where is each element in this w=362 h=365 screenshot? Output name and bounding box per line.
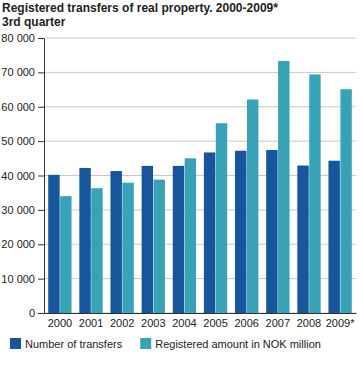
legend: Number of transfers Registered amount in … <box>10 338 321 350</box>
bar <box>340 89 351 313</box>
bar <box>247 100 258 313</box>
tick-label: 80 000 <box>1 32 35 44</box>
tick: 2005 <box>203 313 227 329</box>
legend-item: Registered amount in NOK million <box>140 338 321 350</box>
bar <box>60 196 71 313</box>
legend-label: Registered amount in NOK million <box>155 338 321 350</box>
tick: 40 000 <box>1 170 44 182</box>
grid-line <box>44 175 356 176</box>
legend-label: Number of transfers <box>25 338 123 350</box>
bar <box>266 150 277 313</box>
tick-label: 2003 <box>141 317 165 329</box>
tick: 10 000 <box>1 273 44 285</box>
tick-label: 2006 <box>234 317 258 329</box>
grid-line <box>44 72 356 73</box>
tick-label: 30 000 <box>1 204 35 216</box>
tick: 2002 <box>110 313 134 329</box>
tick: 80 000 <box>1 32 44 44</box>
plot: 0 10 000 20 000 30 000 40 000 50 000 60 000 70 … <box>1 32 356 329</box>
bar <box>48 175 59 313</box>
bar <box>122 183 133 313</box>
tick-label: 20 000 <box>1 238 35 250</box>
bar <box>142 166 153 313</box>
bar <box>110 171 121 313</box>
bar <box>204 152 215 313</box>
bar <box>216 123 227 313</box>
tick: 50 000 <box>1 135 44 147</box>
tick-mark <box>38 107 44 108</box>
tick: 2007 <box>266 313 290 329</box>
chart: Registered transfers of real property. 2… <box>0 0 362 365</box>
bar <box>173 166 184 313</box>
bar <box>235 151 246 313</box>
tick: 30 000 <box>1 204 44 216</box>
tick: 2000 <box>48 313 72 329</box>
tick-label: 10 000 <box>1 273 35 285</box>
grid-line <box>44 106 356 107</box>
tick-mark <box>38 313 44 314</box>
tick-label: 60 000 <box>1 101 35 113</box>
tick-mark <box>38 176 44 177</box>
legend-swatch <box>10 338 21 349</box>
series <box>60 61 352 313</box>
tick-label: 40 000 <box>1 170 35 182</box>
tick: 60 000 <box>1 101 44 113</box>
grid <box>44 38 356 313</box>
bar <box>278 61 289 313</box>
axis-line <box>45 313 357 314</box>
tick-label: 2008 <box>297 317 321 329</box>
tick-label: 0 <box>29 307 35 319</box>
tick-label: 2009* <box>326 317 355 329</box>
tick-label: 2002 <box>110 317 134 329</box>
legend-item: Number of transfers <box>10 338 123 350</box>
grid-line <box>44 209 356 210</box>
tick: 20 000 <box>1 238 44 250</box>
tick-mark <box>38 38 44 39</box>
bars <box>48 61 352 313</box>
subtitle: 3rd quarter <box>2 15 66 29</box>
tick-label: 2005 <box>203 317 227 329</box>
bar <box>79 168 90 313</box>
tick-label: 2001 <box>79 317 103 329</box>
grid-line <box>44 38 356 39</box>
tick: 2009* <box>326 313 355 329</box>
bar <box>154 180 165 313</box>
title: Registered transfers of real property. 2… <box>2 1 278 15</box>
tick-label: 2000 <box>48 317 72 329</box>
bar <box>309 74 320 313</box>
series <box>48 150 340 313</box>
tick-label: 50 000 <box>1 135 35 147</box>
axis-line <box>44 39 45 314</box>
tick-mark <box>38 141 44 142</box>
tick: 2006 <box>234 313 258 329</box>
grid-line <box>44 141 356 142</box>
tick-mark <box>38 210 44 211</box>
tick-mark <box>38 279 44 280</box>
tick-label: 2007 <box>266 317 290 329</box>
bar <box>91 188 102 313</box>
tick: 2003 <box>141 313 165 329</box>
tick-label: 2004 <box>172 317 196 329</box>
tick-mark <box>38 72 44 73</box>
tick: 0 <box>29 307 44 319</box>
y-axis: 0 10 000 20 000 30 000 40 000 50 000 60 000 70 … <box>1 32 44 319</box>
grid-line <box>44 244 356 245</box>
grid-line <box>44 313 356 314</box>
tick: 2001 <box>79 313 103 329</box>
bar <box>297 166 308 313</box>
tick-label: 70 000 <box>1 66 35 78</box>
grid-line <box>44 278 356 279</box>
legend-swatch <box>140 338 151 349</box>
tick: 2008 <box>297 313 321 329</box>
tick-mark <box>38 244 44 245</box>
x-axis: 2000 2001 2002 2003 2004 2005 2006 2007 2008 2009… <box>45 313 357 329</box>
bar <box>328 161 339 313</box>
tick: 2004 <box>172 313 196 329</box>
bar <box>185 158 196 313</box>
tick: 70 000 <box>1 66 44 78</box>
